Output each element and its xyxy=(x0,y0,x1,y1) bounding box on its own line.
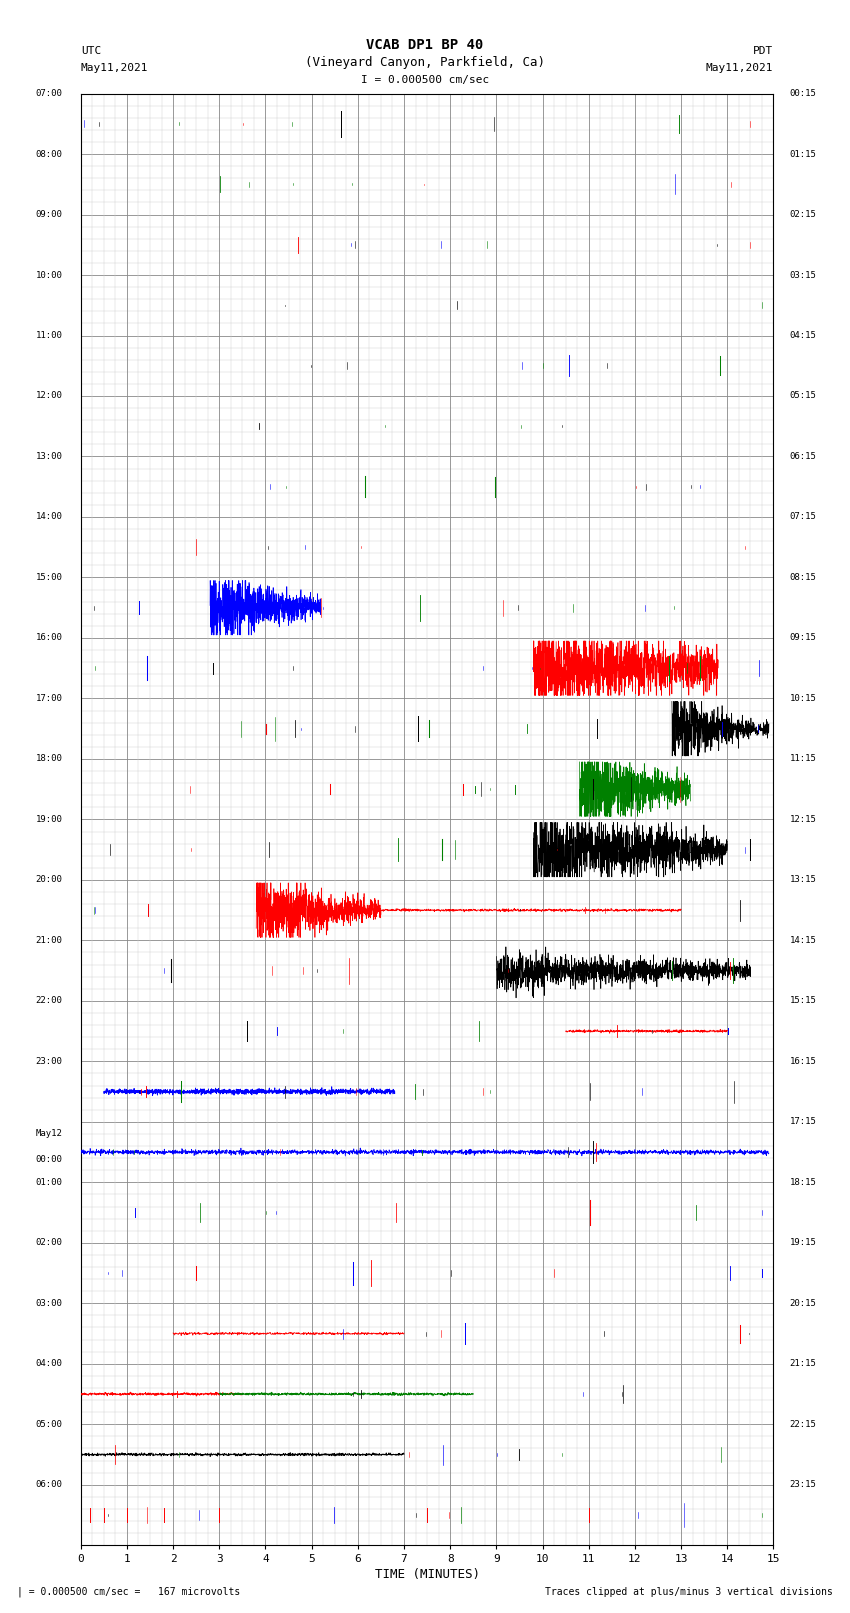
Text: 08:00: 08:00 xyxy=(36,150,62,158)
Text: 14:00: 14:00 xyxy=(36,513,62,521)
Text: 02:15: 02:15 xyxy=(790,210,817,219)
Text: 20:00: 20:00 xyxy=(36,876,62,884)
Text: 21:15: 21:15 xyxy=(790,1360,817,1368)
Text: 22:00: 22:00 xyxy=(36,997,62,1005)
Text: 15:00: 15:00 xyxy=(36,573,62,582)
Text: 18:00: 18:00 xyxy=(36,755,62,763)
Text: 08:15: 08:15 xyxy=(790,573,817,582)
Text: May11,2021: May11,2021 xyxy=(706,63,774,73)
Text: May12: May12 xyxy=(36,1129,62,1139)
Text: 07:00: 07:00 xyxy=(36,89,62,98)
Text: 20:15: 20:15 xyxy=(790,1298,817,1308)
Text: 10:15: 10:15 xyxy=(790,694,817,703)
Text: 19:00: 19:00 xyxy=(36,815,62,824)
Text: I = 0.000500 cm/sec: I = 0.000500 cm/sec xyxy=(361,76,489,85)
Text: 11:00: 11:00 xyxy=(36,331,62,340)
Text: 18:15: 18:15 xyxy=(790,1177,817,1187)
Text: 13:15: 13:15 xyxy=(790,876,817,884)
Text: 14:15: 14:15 xyxy=(790,936,817,945)
Text: 17:00: 17:00 xyxy=(36,694,62,703)
Text: May11,2021: May11,2021 xyxy=(81,63,148,73)
Text: 12:00: 12:00 xyxy=(36,392,62,400)
Text: 05:15: 05:15 xyxy=(790,392,817,400)
Text: 03:15: 03:15 xyxy=(790,271,817,279)
Text: 01:15: 01:15 xyxy=(790,150,817,158)
Text: 04:15: 04:15 xyxy=(790,331,817,340)
Text: 09:00: 09:00 xyxy=(36,210,62,219)
Text: 03:00: 03:00 xyxy=(36,1298,62,1308)
Text: 23:00: 23:00 xyxy=(36,1057,62,1066)
Text: 06:15: 06:15 xyxy=(790,452,817,461)
Text: 21:00: 21:00 xyxy=(36,936,62,945)
Text: 15:15: 15:15 xyxy=(790,997,817,1005)
Text: Traces clipped at plus/minus 3 vertical divisions: Traces clipped at plus/minus 3 vertical … xyxy=(545,1587,833,1597)
Text: PDT: PDT xyxy=(753,47,774,56)
Text: 22:15: 22:15 xyxy=(790,1419,817,1429)
Text: 16:00: 16:00 xyxy=(36,634,62,642)
Text: UTC: UTC xyxy=(81,47,101,56)
Text: VCAB DP1 BP 40: VCAB DP1 BP 40 xyxy=(366,37,484,52)
Text: 00:15: 00:15 xyxy=(790,89,817,98)
Text: 09:15: 09:15 xyxy=(790,634,817,642)
Text: 06:00: 06:00 xyxy=(36,1481,62,1489)
Text: 23:15: 23:15 xyxy=(790,1481,817,1489)
Text: 04:00: 04:00 xyxy=(36,1360,62,1368)
Text: 11:15: 11:15 xyxy=(790,755,817,763)
Text: 07:15: 07:15 xyxy=(790,513,817,521)
Text: 01:00: 01:00 xyxy=(36,1177,62,1187)
X-axis label: TIME (MINUTES): TIME (MINUTES) xyxy=(375,1568,479,1581)
Text: 02:00: 02:00 xyxy=(36,1239,62,1247)
Text: 00:00: 00:00 xyxy=(36,1155,62,1165)
Text: 17:15: 17:15 xyxy=(790,1118,817,1126)
Text: 16:15: 16:15 xyxy=(790,1057,817,1066)
Text: 10:00: 10:00 xyxy=(36,271,62,279)
Text: 13:00: 13:00 xyxy=(36,452,62,461)
Text: | = 0.000500 cm/sec =   167 microvolts: | = 0.000500 cm/sec = 167 microvolts xyxy=(17,1586,241,1597)
Text: (Vineyard Canyon, Parkfield, Ca): (Vineyard Canyon, Parkfield, Ca) xyxy=(305,56,545,69)
Text: 19:15: 19:15 xyxy=(790,1239,817,1247)
Text: 12:15: 12:15 xyxy=(790,815,817,824)
Text: 05:00: 05:00 xyxy=(36,1419,62,1429)
